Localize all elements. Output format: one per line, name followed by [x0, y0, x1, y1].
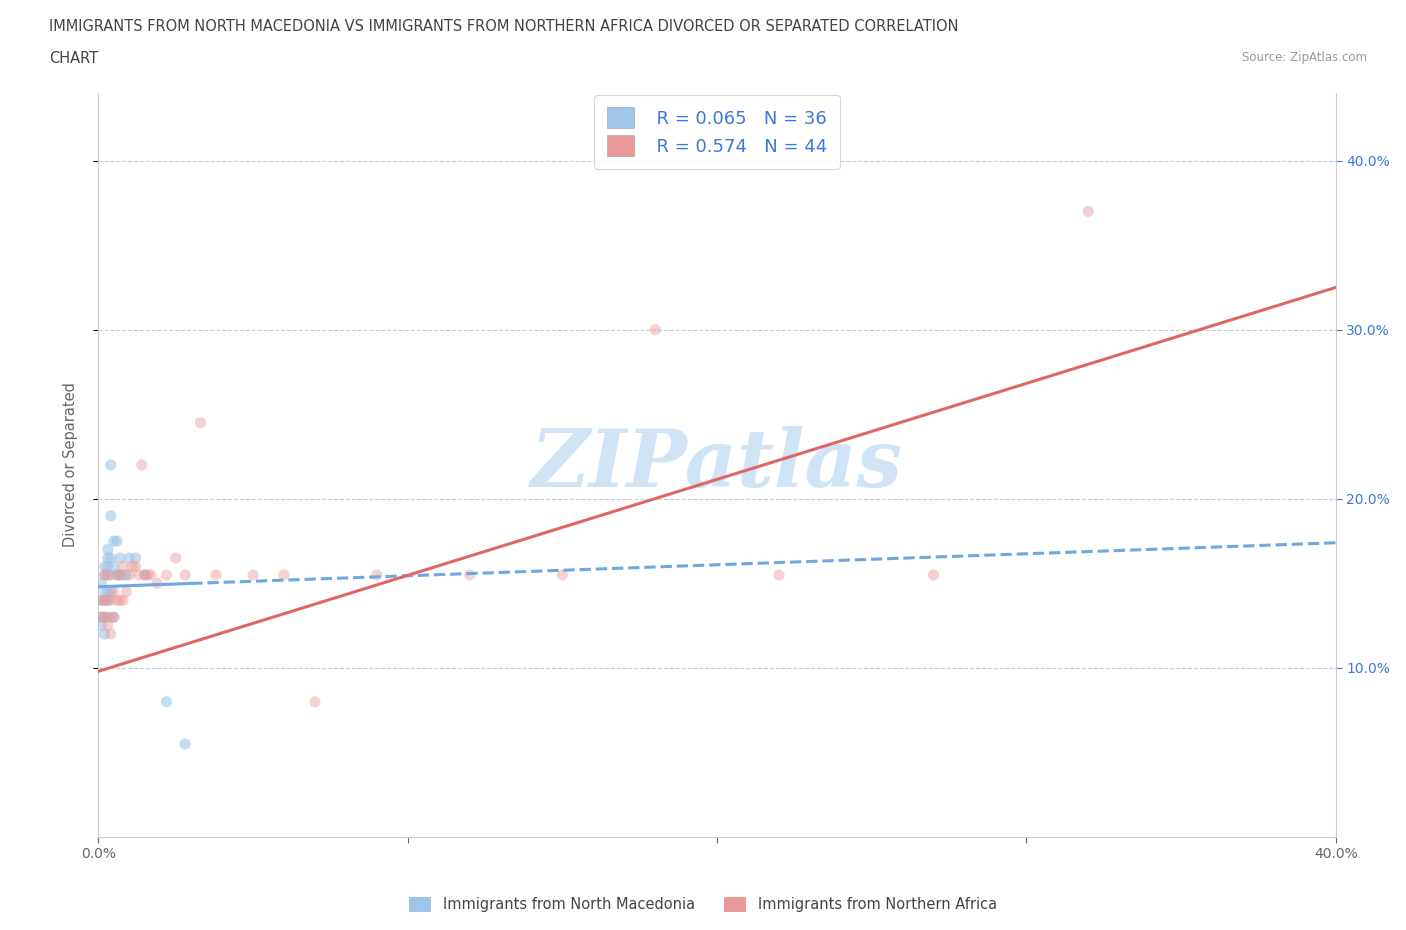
Point [1077, 204, 1099, 219]
Point [97, 592, 120, 607]
Point [105, 567, 128, 582]
Point [97, 567, 120, 582]
Point [90, 610, 112, 625]
Point [90, 618, 112, 633]
Point [112, 592, 135, 607]
Point [97, 559, 120, 574]
Point [205, 567, 228, 582]
Point [165, 551, 187, 565]
Point [93, 592, 115, 607]
Y-axis label: Divorced or Separated: Divorced or Separated [63, 382, 77, 548]
Point [273, 567, 295, 582]
Point [124, 559, 146, 574]
Point [97, 584, 120, 599]
Point [100, 458, 122, 472]
Point [93, 567, 115, 582]
Point [118, 567, 141, 582]
Point [97, 542, 120, 557]
Point [366, 567, 388, 582]
Point [108, 567, 131, 582]
Point [100, 592, 122, 607]
Point [100, 509, 122, 524]
Text: Source: ZipAtlas.com: Source: ZipAtlas.com [1241, 51, 1367, 64]
Point [93, 627, 115, 642]
Point [97, 551, 120, 565]
Point [100, 584, 122, 599]
Legend: Immigrants from North Macedonia, Immigrants from Northern Africa: Immigrants from North Macedonia, Immigra… [404, 891, 1002, 918]
Point [105, 592, 128, 607]
Text: ZIPatlas: ZIPatlas [531, 426, 903, 504]
Point [112, 567, 135, 582]
Point [644, 323, 666, 338]
Point [108, 592, 131, 607]
Point [118, 551, 141, 565]
Point [131, 458, 153, 472]
Point [304, 695, 326, 710]
Point [90, 576, 112, 591]
Point [105, 567, 128, 582]
Point [103, 534, 125, 549]
Point [136, 567, 159, 582]
Point [134, 567, 156, 582]
Point [105, 534, 128, 549]
Point [768, 567, 790, 582]
Point [121, 559, 143, 574]
Point [100, 567, 122, 582]
Point [146, 576, 169, 591]
Text: IMMIGRANTS FROM NORTH MACEDONIA VS IMMIGRANTS FROM NORTHERN AFRICA DIVORCED OR S: IMMIGRANTS FROM NORTH MACEDONIA VS IMMIG… [49, 19, 959, 33]
Point [922, 567, 945, 582]
Point [174, 737, 197, 751]
Point [93, 610, 115, 625]
Point [93, 559, 115, 574]
Point [100, 610, 122, 625]
Point [124, 551, 146, 565]
Point [174, 567, 197, 582]
Point [115, 567, 138, 582]
Point [108, 551, 131, 565]
Point [97, 567, 120, 582]
Point [458, 567, 481, 582]
Point [155, 695, 177, 710]
Point [93, 610, 115, 625]
Point [90, 592, 112, 607]
Point [139, 567, 162, 582]
Point [155, 567, 177, 582]
Point [103, 584, 125, 599]
Point [190, 416, 212, 431]
Point [93, 592, 115, 607]
Point [90, 610, 112, 625]
Point [97, 610, 120, 625]
Legend:   R = 0.065   N = 36,   R = 0.574   N = 44: R = 0.065 N = 36, R = 0.574 N = 44 [595, 95, 839, 169]
Point [551, 567, 574, 582]
Point [134, 567, 156, 582]
Point [103, 610, 125, 625]
Point [93, 584, 115, 599]
Point [242, 567, 264, 582]
Point [112, 559, 135, 574]
Point [97, 592, 120, 607]
Point [90, 592, 112, 607]
Point [97, 618, 120, 633]
Text: CHART: CHART [49, 51, 98, 66]
Point [103, 610, 125, 625]
Point [100, 627, 122, 642]
Point [128, 567, 150, 582]
Point [115, 584, 138, 599]
Point [93, 567, 115, 582]
Point [100, 551, 122, 565]
Point [103, 559, 125, 574]
Point [108, 567, 131, 582]
